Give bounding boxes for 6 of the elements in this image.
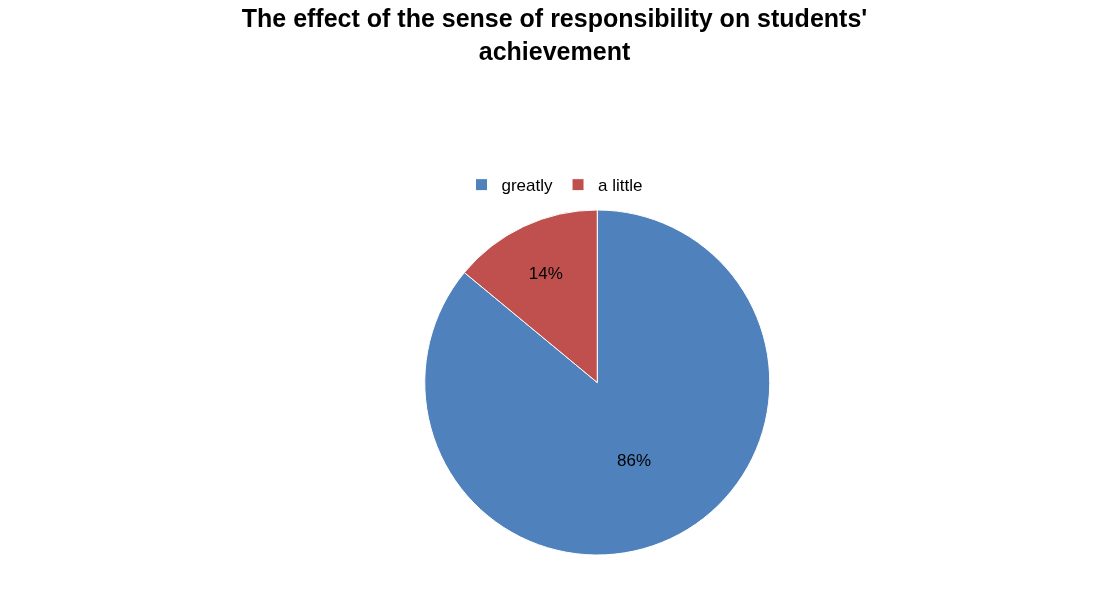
- data-label: 14%: [528, 263, 563, 283]
- chart-title: The effect of the sense of responsibility on students' achievement: [241, 4, 868, 65]
- data-label: 86%: [616, 451, 651, 471]
- pie-slice: [424, 209, 771, 556]
- legend-label: a little: [598, 176, 643, 196]
- legend-label: greatly: [501, 176, 554, 196]
